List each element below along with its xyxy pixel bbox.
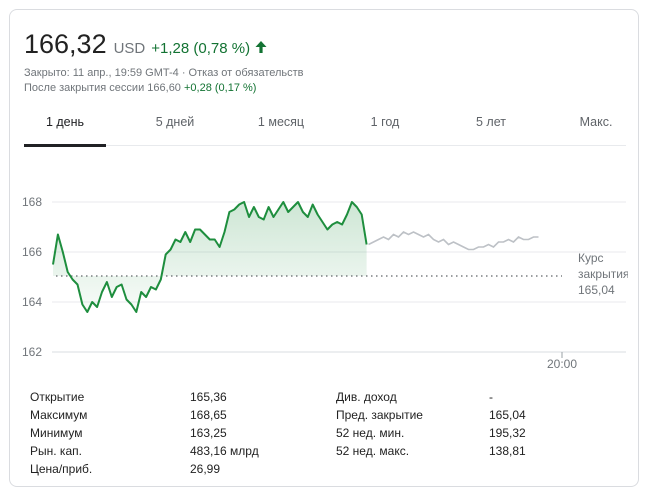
price-change: +1,28 (0,78 %) [151, 40, 251, 57]
stat-value: 168,65 [190, 408, 227, 422]
tab-5-days[interactable]: 5 дней [155, 115, 195, 129]
x-tick-label: 20:00 [547, 357, 577, 371]
y-tick-label: 166 [22, 245, 42, 259]
tab-1-month[interactable]: 1 месяц [257, 115, 305, 129]
previous-close-label: закрытия [578, 267, 628, 281]
tab-5-years[interactable]: 5 лет [476, 115, 506, 129]
tab-1-day[interactable]: 1 день [24, 98, 106, 147]
after-hours-line [368, 231, 539, 251]
price-chart: 168 166 164 162 20:00 Курс закрытия 165,… [22, 195, 628, 371]
current-price: 166,32 [24, 29, 107, 59]
y-tick-label: 168 [22, 195, 42, 209]
stat-value: 163,25 [190, 426, 227, 440]
stat-label: 52 нед. мин. [336, 426, 405, 440]
price-line [52, 201, 368, 313]
price-area [53, 202, 367, 312]
price-row: 166,32 USD +1,28 (0,78 %) [24, 29, 268, 60]
previous-close-label: Курс [578, 251, 604, 265]
stat-value: 483,16 млрд [190, 444, 259, 458]
arrow-up-icon [255, 41, 267, 53]
stat-label: Див. доход [336, 390, 397, 404]
stat-value: 138,81 [489, 444, 526, 458]
stat-value: 165,36 [190, 390, 227, 404]
stat-value: 165,04 [489, 408, 526, 422]
stat-label: Рын. кап. [30, 444, 82, 458]
y-tick-label: 162 [22, 345, 42, 359]
stat-value: 195,32 [489, 426, 526, 440]
stat-label: 52 нед. макс. [336, 444, 410, 458]
stat-label: Минимум [30, 426, 83, 440]
tab-max[interactable]: Макс. [579, 115, 613, 129]
stock-quote-card: 166,32 USD +1,28 (0,78 %) Закрыто: 11 ап… [9, 9, 639, 487]
closed-info: Закрыто: 11 апр., 19:59 GMT-4 · Отказ от… [24, 67, 304, 79]
currency-label: USD [113, 40, 146, 57]
stat-label: Цена/приб. [30, 462, 93, 476]
stat-label: Максимум [30, 408, 88, 422]
stat-value: 26,99 [190, 462, 221, 476]
tab-1-year[interactable]: 1 год [370, 115, 400, 129]
stat-value: - [489, 390, 493, 404]
stat-label: Открытие [30, 390, 85, 404]
stat-label: Пред. закрытие [336, 408, 423, 422]
range-tabs: 1 день 5 дней 1 месяц 1 год 5 лет Макс. [24, 98, 626, 147]
y-tick-label: 164 [22, 295, 42, 309]
after-hours-info: После закрытия сессии 166,60 +0,28 (0,17… [24, 82, 256, 94]
after-hours-change: +0,28 (0,17 %) [184, 82, 257, 94]
previous-close-value: 165,04 [578, 283, 615, 297]
after-hours-label: После закрытия сессии [24, 82, 145, 94]
after-hours-price: 166,60 [147, 82, 181, 94]
